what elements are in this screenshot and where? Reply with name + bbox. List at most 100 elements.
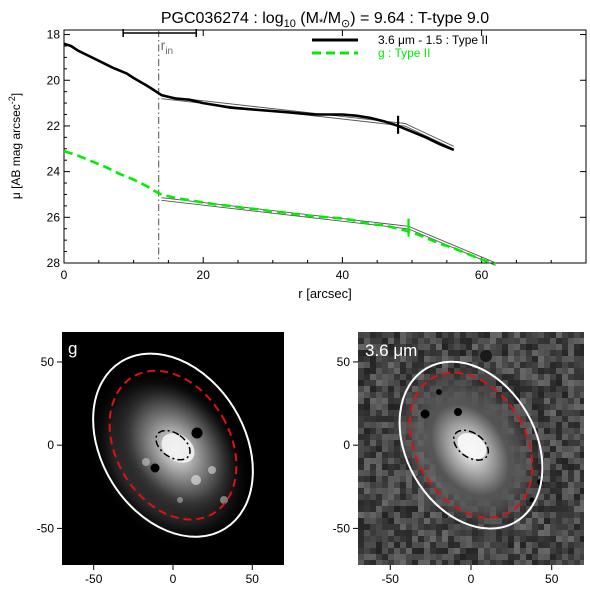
noise-cell bbox=[442, 356, 448, 362]
noise-cell bbox=[364, 410, 370, 416]
fit-line-3p6um bbox=[161, 98, 454, 150]
noise-cell bbox=[526, 416, 532, 422]
noise-cell bbox=[544, 422, 550, 428]
noise-cell bbox=[538, 362, 544, 368]
noise-cell bbox=[412, 488, 418, 494]
noise-cell bbox=[556, 392, 562, 398]
noise-cell bbox=[388, 410, 394, 416]
noise-cell bbox=[412, 560, 418, 565]
noise-cell bbox=[562, 392, 568, 398]
noise-cell bbox=[436, 338, 442, 344]
noise-cell bbox=[442, 332, 448, 338]
noise-cell bbox=[364, 548, 370, 554]
noise-cell bbox=[556, 494, 562, 500]
noise-cell bbox=[376, 542, 382, 548]
noise-cell bbox=[448, 344, 454, 350]
noise-cell bbox=[466, 536, 472, 542]
noise-cell bbox=[418, 554, 424, 560]
irac-masked-star bbox=[480, 350, 492, 362]
noise-cell bbox=[442, 536, 448, 542]
noise-cell bbox=[376, 548, 382, 554]
noise-cell bbox=[484, 548, 490, 554]
noise-cell bbox=[472, 560, 478, 565]
noise-cell bbox=[544, 392, 550, 398]
noise-cell bbox=[574, 440, 580, 446]
noise-cell bbox=[406, 494, 412, 500]
noise-cell bbox=[388, 386, 394, 392]
noise-cell bbox=[538, 488, 544, 494]
noise-cell bbox=[574, 362, 580, 368]
noise-cell bbox=[496, 548, 502, 554]
legend-label-g: g : Type II bbox=[378, 46, 430, 60]
noise-cell bbox=[376, 536, 382, 542]
noise-cell bbox=[490, 338, 496, 344]
noise-cell bbox=[496, 344, 502, 350]
noise-cell bbox=[394, 518, 400, 524]
noise-cell bbox=[376, 428, 382, 434]
noise-cell bbox=[472, 554, 478, 560]
noise-cell bbox=[562, 356, 568, 362]
noise-cell bbox=[370, 452, 376, 458]
g-hii-knot bbox=[142, 458, 150, 466]
noise-cell bbox=[568, 524, 574, 530]
noise-cell bbox=[406, 368, 412, 374]
noise-cell bbox=[358, 512, 364, 518]
noise-cell bbox=[376, 368, 382, 374]
noise-cell bbox=[406, 518, 412, 524]
noise-cell bbox=[562, 500, 568, 506]
g-outer-ellipse bbox=[92, 352, 254, 538]
noise-cell bbox=[358, 500, 364, 506]
y-tick-label: 20 bbox=[47, 73, 61, 87]
noise-cell bbox=[364, 530, 370, 536]
profile-plot: PGC036274 : log10 (M*/M⊙) = 9.64 : T-typ… bbox=[7, 10, 587, 301]
noise-cell bbox=[436, 560, 442, 565]
noise-cell bbox=[526, 344, 532, 350]
noise-cell bbox=[574, 536, 580, 542]
noise-cell bbox=[568, 500, 574, 506]
noise-cell bbox=[388, 434, 394, 440]
noise-cell bbox=[532, 560, 538, 565]
noise-cell bbox=[538, 380, 544, 386]
g-band-image-panel: g -50 0 50 50 0 -50 bbox=[37, 332, 284, 586]
noise-cell bbox=[538, 458, 544, 464]
noise-cell bbox=[454, 362, 460, 368]
noise-cell bbox=[370, 512, 376, 518]
noise-cell bbox=[550, 332, 556, 338]
noise-cell bbox=[532, 422, 538, 428]
noise-cell bbox=[376, 452, 382, 458]
noise-cell bbox=[580, 446, 584, 452]
noise-cell bbox=[568, 548, 574, 554]
noise-cell bbox=[364, 452, 370, 458]
noise-cell bbox=[568, 554, 574, 560]
noise-cell bbox=[394, 350, 400, 356]
noise-cell bbox=[376, 530, 382, 536]
noise-cell bbox=[412, 548, 418, 554]
noise-cell bbox=[370, 458, 376, 464]
noise-cell bbox=[376, 374, 382, 380]
irac-masked-star bbox=[436, 389, 442, 395]
noise-cell bbox=[544, 368, 550, 374]
noise-cell bbox=[484, 344, 490, 350]
noise-cell bbox=[526, 524, 532, 530]
noise-cell bbox=[550, 368, 556, 374]
noise-cell bbox=[406, 488, 412, 494]
noise-cell bbox=[436, 344, 442, 350]
noise-cell bbox=[520, 524, 526, 530]
noise-cell bbox=[388, 482, 394, 488]
noise-cell bbox=[532, 410, 538, 416]
noise-cell bbox=[364, 458, 370, 464]
noise-cell bbox=[358, 560, 364, 565]
noise-cell bbox=[370, 404, 376, 410]
noise-cell bbox=[358, 542, 364, 548]
noise-cell bbox=[580, 464, 584, 470]
noise-cell bbox=[388, 506, 394, 512]
noise-cell bbox=[574, 416, 580, 422]
noise-cell bbox=[370, 524, 376, 530]
noise-cell bbox=[370, 374, 376, 380]
noise-cell bbox=[574, 470, 580, 476]
noise-cell bbox=[406, 332, 412, 338]
noise-cell bbox=[532, 398, 538, 404]
noise-cell bbox=[550, 362, 556, 368]
noise-cell bbox=[568, 428, 574, 434]
noise-cell bbox=[364, 332, 370, 338]
